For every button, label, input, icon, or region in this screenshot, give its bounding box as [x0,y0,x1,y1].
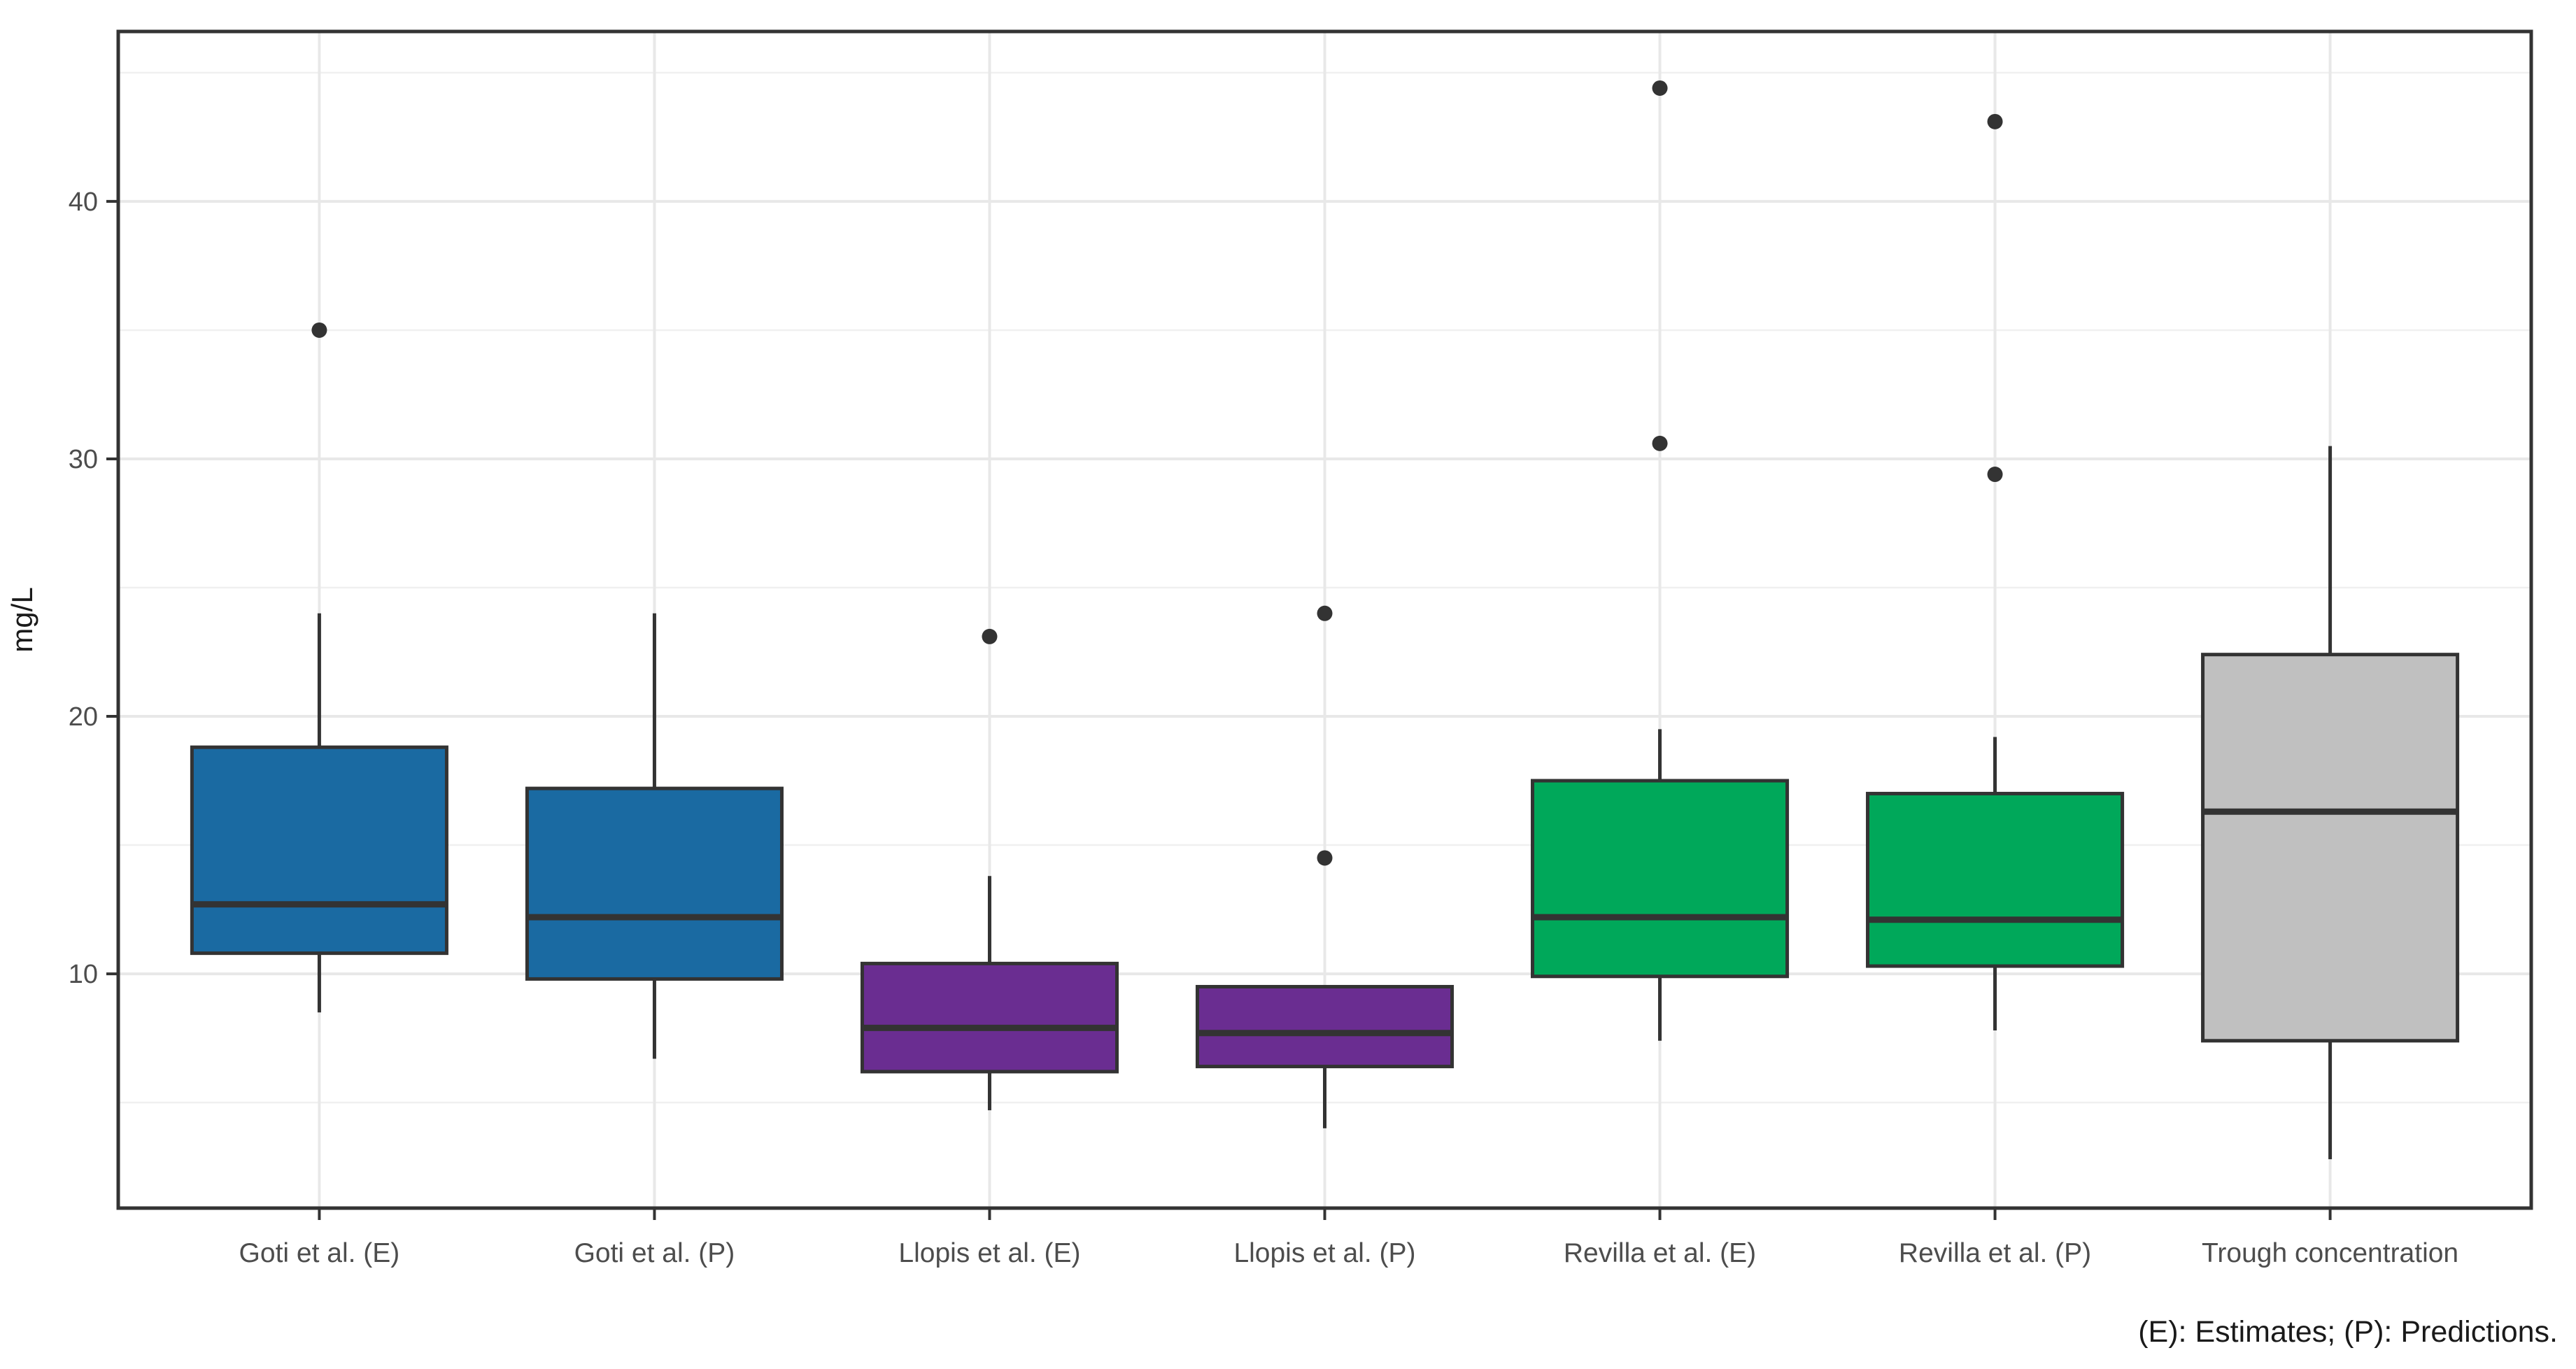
box-2 [525,786,784,981]
outlier-dot-4-1 [1317,605,1333,621]
x-category-label-3: Llopis et al. (E) [898,1238,1080,1268]
box-5 [1530,779,1790,979]
box-3 [860,961,1119,1074]
x-category-label-1: Goti et al. (E) [239,1238,400,1268]
outlier-dot-4-2 [1317,850,1333,866]
y-tick-label-40: 40 [69,187,98,217]
outlier-dot-6-1 [1987,113,2003,129]
plot-area: 10 20 30 40 Goti et al. (E) Goti et al. (P) Ll… [69,29,2533,1268]
box-6 [1866,791,2125,968]
y-axis-title: mg/L [6,587,38,652]
x-category-label-4: Llopis et al. (P) [1233,1238,1415,1268]
box-1 [190,745,448,956]
box-4 [1195,984,1455,1069]
outlier-dot-1-1 [311,322,327,338]
x-category-label-5: Revilla et al. (E) [1564,1238,1756,1268]
y-tick-label-20: 20 [69,702,98,732]
y-tick-label-10: 10 [69,960,98,989]
x-category-label-6: Revilla et al. (P) [1899,1238,2091,1268]
outlier-dot-5-1 [1652,80,1668,96]
box-7 [2201,653,2460,1043]
outlier-dot-3-1 [982,628,998,644]
outlier-dot-6-2 [1987,467,2003,483]
x-category-label-2: Goti et al. (P) [574,1238,735,1268]
outlier-dot-5-2 [1652,435,1668,451]
figure-caption: (E): Estimates; (P): Predictions. [2138,1315,2558,1349]
y-tick-label-30: 30 [69,445,98,474]
x-category-label-7: Trough concentration [2202,1238,2458,1268]
